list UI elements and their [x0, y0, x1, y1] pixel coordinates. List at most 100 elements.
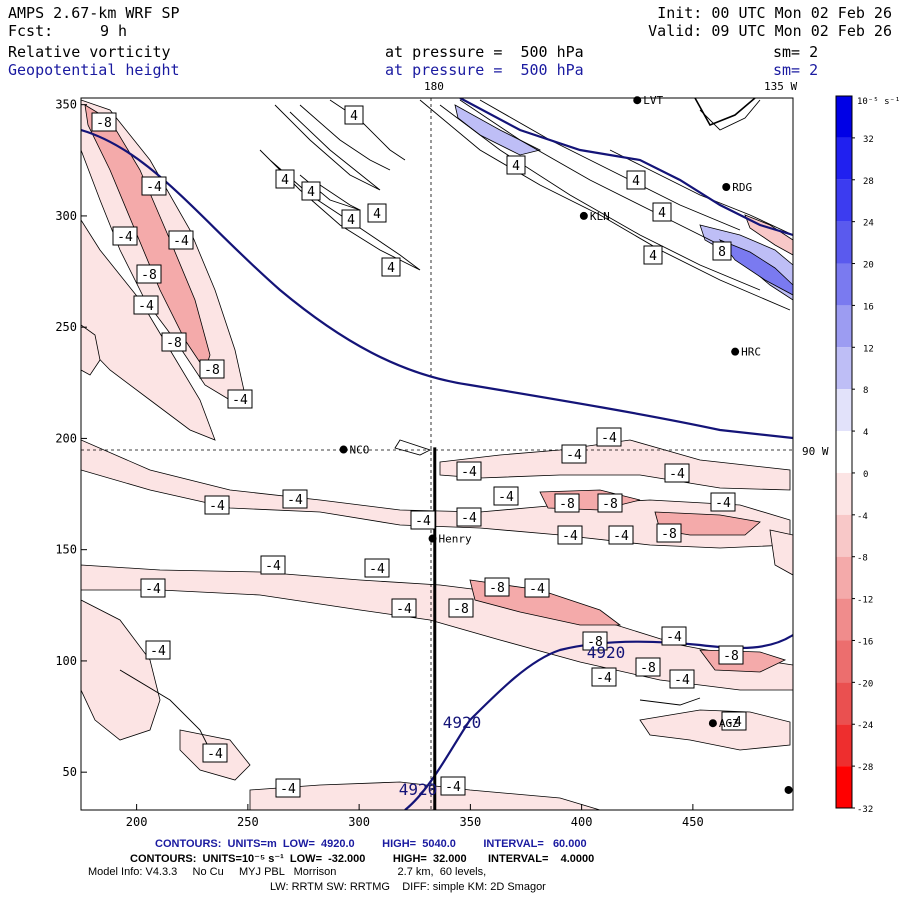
colorbar-swatch — [836, 347, 852, 390]
x-tick-label: 450 — [682, 815, 704, 829]
vorticity-label: 4 — [301, 181, 321, 201]
vorticity-label: 4 — [506, 155, 526, 175]
meridian-135w-label: 135 W — [764, 80, 797, 93]
vorticity-label: -4 — [664, 463, 690, 483]
vorticity-label: -4 — [140, 578, 166, 598]
y-tick-label: 200 — [55, 431, 77, 445]
vorticity-label: -4 — [204, 495, 230, 515]
station: HRC — [731, 346, 761, 359]
vorticity-label: -4 — [440, 776, 466, 796]
colorbar-swatch — [836, 724, 852, 767]
forecast-hour: 9 h — [100, 22, 128, 40]
x-axis-ticks: 200 250 300 350 400 450 — [126, 804, 704, 829]
vorticity-label: 8 — [712, 241, 732, 261]
colorbar-swatch — [836, 682, 852, 725]
svg-text:4: 4 — [347, 213, 355, 228]
vorticity-label: -8 — [484, 577, 510, 597]
svg-text:-4: -4 — [117, 230, 133, 245]
init-time: Init: 00 UTC Mon 02 Feb 26 — [657, 4, 892, 22]
svg-text:4: 4 — [350, 109, 358, 124]
x-tick-label: 200 — [126, 815, 148, 829]
vorticity-label: -4 — [202, 743, 228, 763]
svg-text:-4: -4 — [566, 448, 582, 463]
colorbar-label: 12 — [863, 344, 874, 354]
colorbar-label: 0 — [863, 470, 868, 480]
station: AGZ — [708, 717, 739, 730]
x-tick-label: 300 — [348, 815, 370, 829]
svg-text:4: 4 — [387, 261, 395, 276]
colorbar-swatch — [836, 96, 852, 138]
colorbar-swatch — [836, 137, 852, 180]
svg-text:KLN: KLN — [590, 210, 610, 223]
vorticity-label: -8 — [554, 493, 580, 513]
colorbar-label: 24 — [863, 219, 874, 229]
svg-text:-8: -8 — [602, 497, 618, 512]
colorbar-label: -28 — [857, 763, 873, 773]
svg-text:-4: -4 — [369, 562, 385, 577]
vorticity-label: -4 — [275, 778, 301, 798]
colorbar-swatch — [836, 640, 852, 683]
station — [784, 785, 793, 794]
station-markers: LVT RDG KLN HRC NCO Henry AGZ — [339, 94, 793, 794]
vorticity-label: -4 — [141, 176, 167, 196]
vorticity-label: -4 — [364, 558, 390, 578]
colorbar-label: -16 — [857, 637, 873, 647]
svg-text:-4: -4 — [209, 499, 225, 514]
vorticity-label: -4 — [557, 525, 583, 545]
y-tick-label: 150 — [55, 543, 77, 557]
colorbar-swatch — [836, 221, 852, 264]
svg-text:-4: -4 — [461, 465, 477, 480]
svg-text:4: 4 — [307, 185, 315, 200]
svg-text:-4: -4 — [601, 431, 617, 446]
svg-text:-4: -4 — [265, 559, 281, 574]
station: KLN — [579, 210, 610, 223]
vorticity-label: -8 — [448, 598, 474, 618]
station: Henry — [428, 533, 472, 546]
svg-text:-4: -4 — [498, 490, 514, 505]
svg-text:-4: -4 — [287, 493, 303, 508]
height-label: 4920 — [587, 643, 626, 662]
colorbar-label: 20 — [863, 261, 874, 271]
colorbar-label: -20 — [857, 679, 873, 689]
colorbar-swatch — [836, 766, 852, 808]
svg-text:-4: -4 — [529, 582, 545, 597]
station: NCO — [339, 444, 369, 457]
vorticity-label: -4 — [410, 510, 436, 530]
svg-text:-4: -4 — [396, 602, 412, 617]
field2-pressure: at pressure = 500 hPa — [385, 61, 584, 79]
valid-time: Valid: 09 UTC Mon 02 Feb 26 — [648, 22, 892, 40]
vorticity-label: -8 — [91, 112, 117, 132]
colorbar-swatch — [836, 179, 852, 222]
svg-text:-8: -8 — [453, 602, 469, 617]
vorticity-label: 4 — [275, 169, 295, 189]
model-title: AMPS 2.67-km WRF SP — [8, 4, 180, 22]
svg-text:-8: -8 — [166, 336, 182, 351]
vorticity-label: 4 — [652, 202, 672, 222]
vorticity-label: -4 — [721, 711, 747, 731]
vorticity-label: -4 — [456, 507, 482, 527]
svg-text:4: 4 — [373, 207, 381, 222]
svg-text:-4: -4 — [715, 496, 731, 511]
colorbar-label: 4 — [863, 428, 868, 438]
svg-text:-4: -4 — [280, 782, 296, 797]
colorbar-swatch — [836, 389, 852, 432]
vorticity-label: -8 — [136, 264, 162, 284]
coastline — [694, 98, 756, 127]
svg-text:-4: -4 — [415, 514, 431, 529]
svg-text:-8: -8 — [141, 268, 157, 283]
positive-vorticity-shading — [454, 104, 793, 301]
x-tick-label: 250 — [237, 815, 259, 829]
colorbar-swatch — [836, 431, 852, 473]
colorbar-label: -24 — [857, 721, 873, 731]
colorbar-swatch — [836, 598, 852, 641]
svg-text:-4: -4 — [207, 747, 223, 762]
colorbar-label: -8 — [857, 554, 868, 564]
vorticity-label: -4 — [493, 486, 519, 506]
svg-text:AGZ: AGZ — [719, 717, 739, 730]
vorticity-label: 4 — [626, 170, 646, 190]
height-label: 4920 — [443, 713, 482, 732]
svg-text:4: 4 — [512, 159, 520, 174]
vorticity-label: 4 — [344, 105, 364, 125]
colorbar-label: -12 — [857, 596, 873, 606]
